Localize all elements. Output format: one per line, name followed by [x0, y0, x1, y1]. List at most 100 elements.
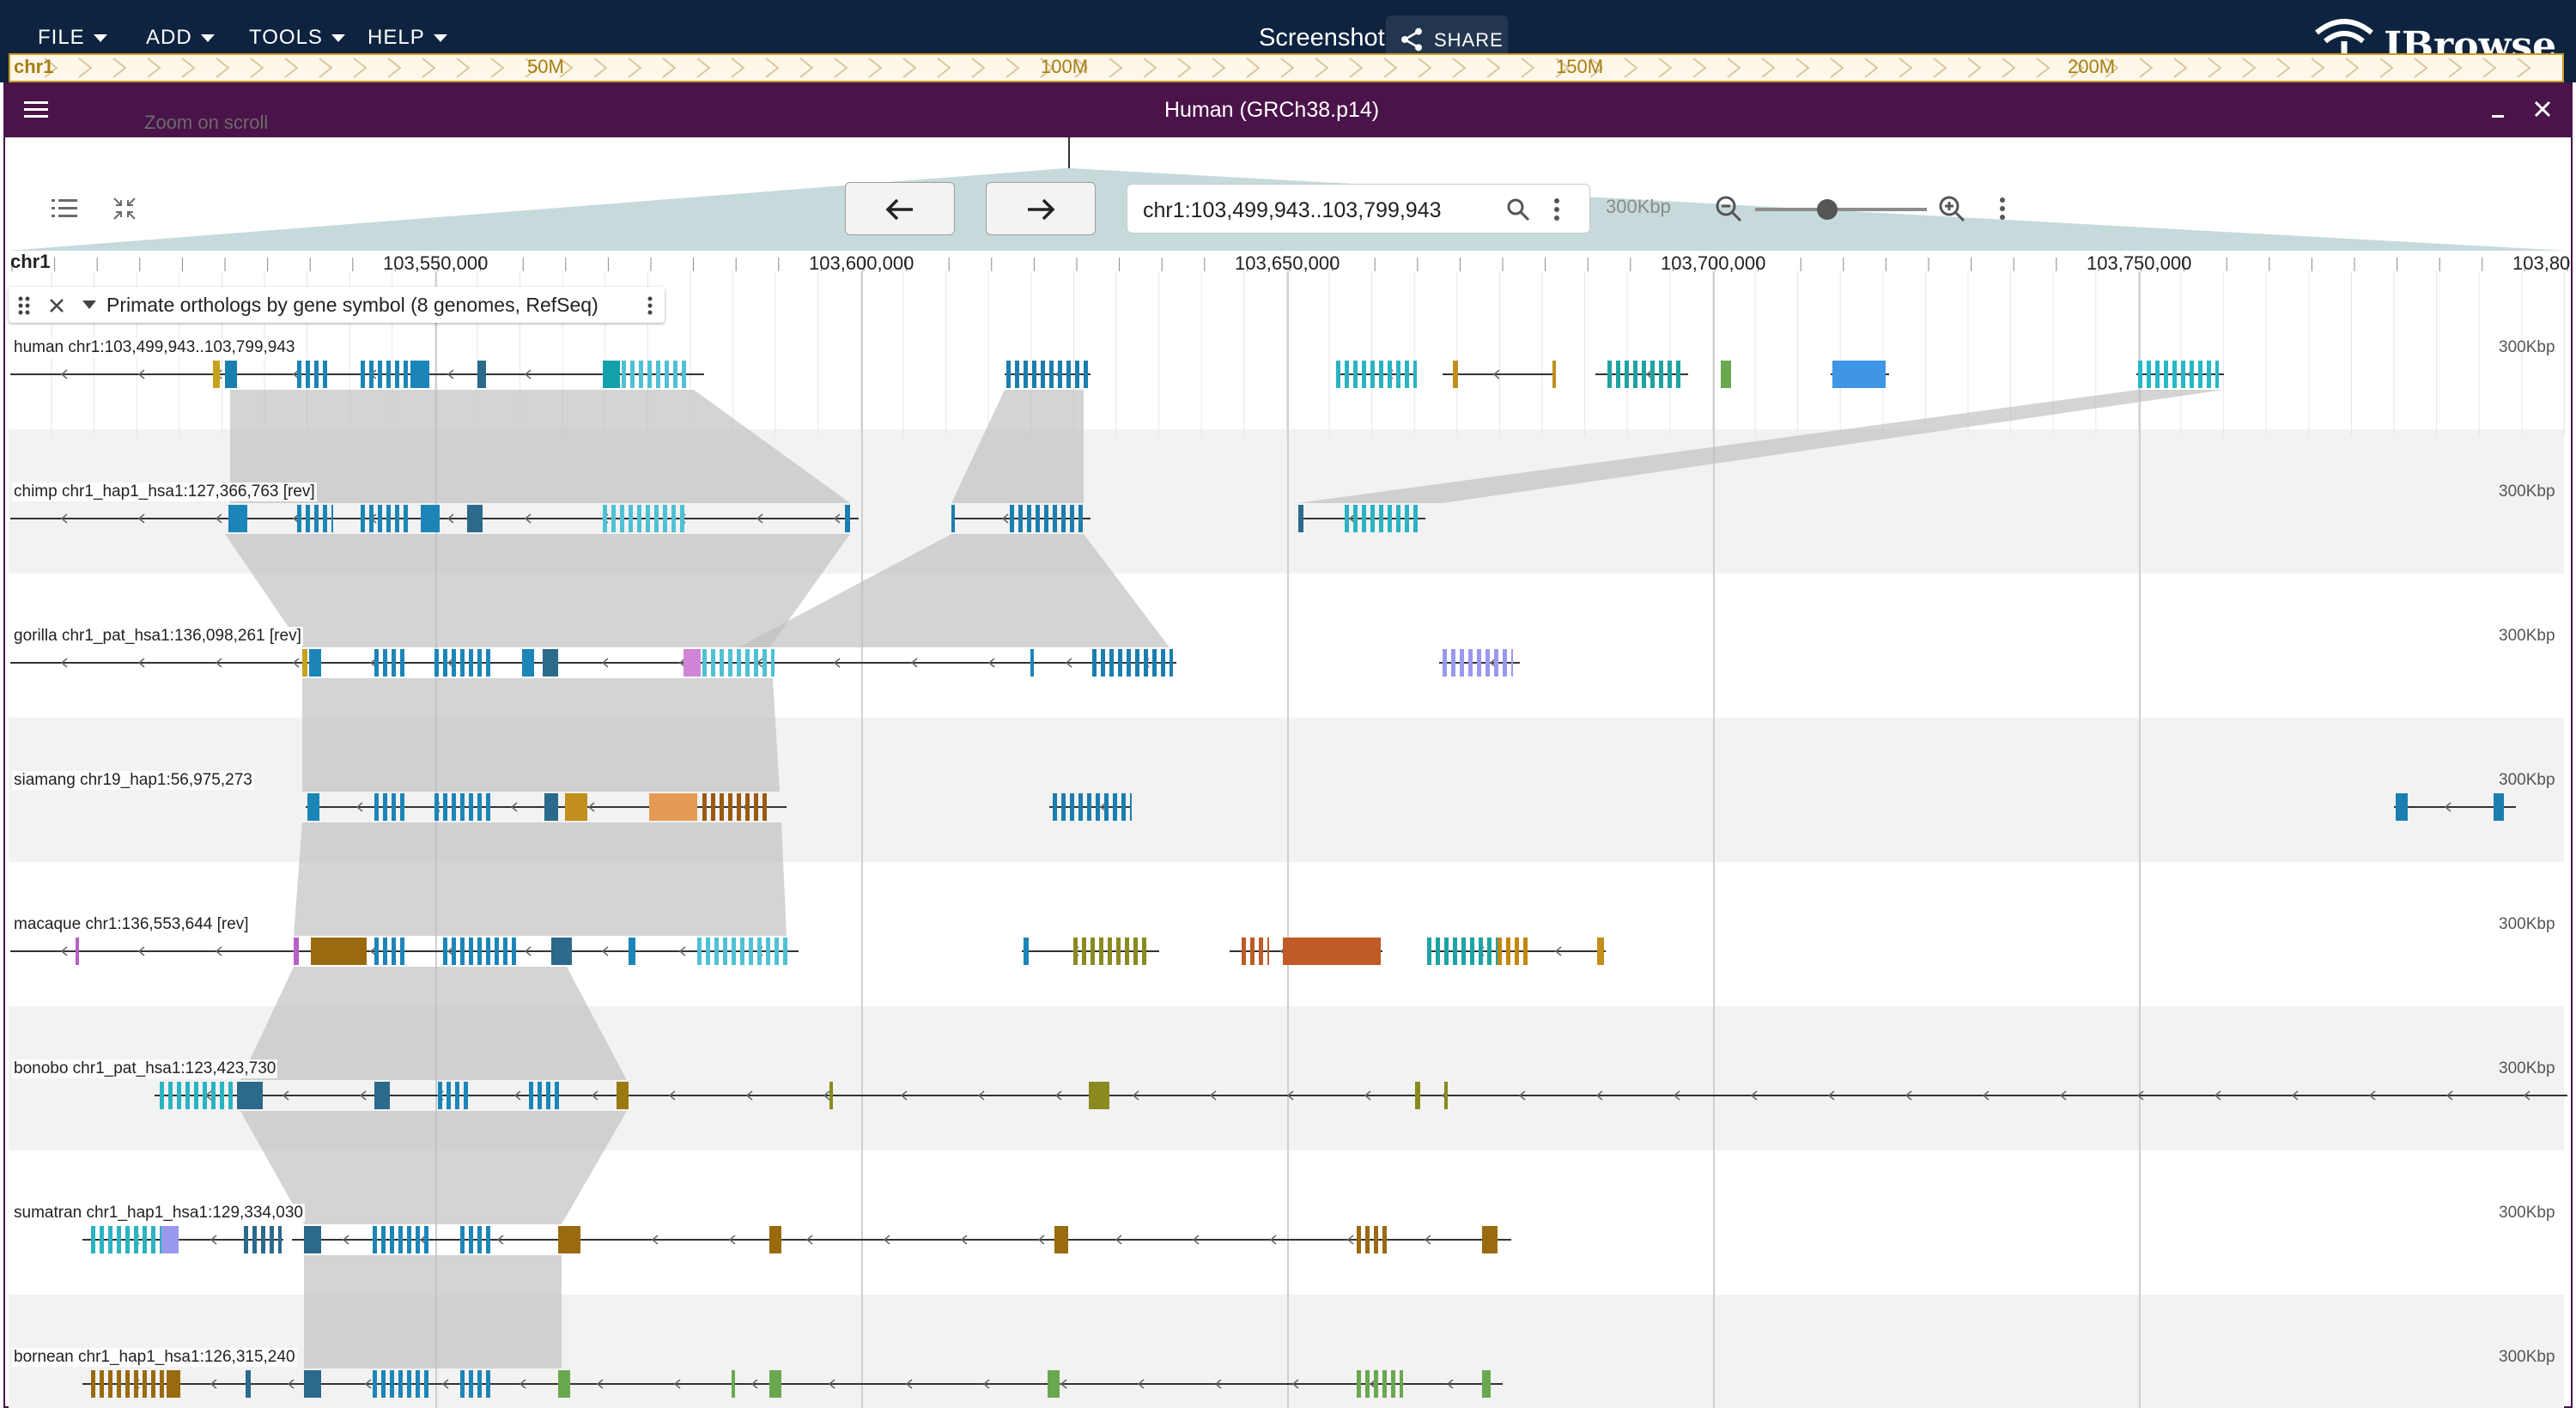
exon-feature[interactable] — [1668, 361, 1672, 388]
exon-feature[interactable] — [1633, 361, 1637, 388]
exon-feature[interactable] — [246, 1370, 251, 1398]
exon-feature[interactable] — [486, 1226, 490, 1253]
exon-feature[interactable] — [720, 793, 724, 821]
exon-feature[interactable] — [622, 361, 626, 388]
exon-feature[interactable] — [404, 505, 408, 532]
exon-feature[interactable] — [100, 1226, 104, 1253]
exon-feature[interactable] — [395, 505, 399, 532]
exon-feature[interactable] — [771, 649, 775, 677]
exon-feature[interactable] — [663, 505, 667, 532]
exon-feature[interactable] — [620, 505, 624, 532]
exon-feature[interactable] — [673, 361, 677, 388]
exon-feature[interactable] — [611, 505, 616, 532]
exon-feature[interactable] — [1070, 505, 1074, 532]
synteny-ribbon[interactable] — [558, 822, 787, 936]
exon-feature[interactable] — [294, 938, 299, 965]
exon-feature[interactable] — [1015, 361, 1019, 388]
exon-feature[interactable] — [309, 649, 321, 677]
exon-feature[interactable] — [720, 649, 724, 677]
exon-feature[interactable] — [617, 1082, 629, 1109]
close-track-icon[interactable] — [46, 295, 67, 316]
exon-feature[interactable] — [467, 505, 483, 532]
exon-feature[interactable] — [1298, 505, 1303, 532]
exon-feature[interactable] — [654, 505, 659, 532]
exon-feature[interactable] — [167, 1370, 180, 1398]
exon-feature[interactable] — [314, 505, 319, 532]
exon-feature[interactable] — [381, 1370, 386, 1398]
exon-feature[interactable] — [434, 649, 439, 677]
exon-feature[interactable] — [297, 361, 301, 388]
exon-feature[interactable] — [769, 1370, 781, 1398]
exon-feature[interactable] — [477, 938, 482, 965]
exon-feature[interactable] — [177, 1082, 181, 1109]
exon-feature[interactable] — [383, 793, 387, 821]
exon-feature[interactable] — [1010, 505, 1014, 532]
exon-feature[interactable] — [1382, 1370, 1387, 1398]
exon-feature[interactable] — [754, 793, 758, 821]
exon-feature[interactable] — [1460, 649, 1464, 677]
exon-feature[interactable] — [1170, 649, 1173, 677]
exon-feature[interactable] — [1108, 938, 1112, 965]
scroll-left-button[interactable] — [845, 182, 955, 235]
exon-feature[interactable] — [225, 361, 237, 388]
exon-feature[interactable] — [1391, 1370, 1395, 1398]
exon-feature[interactable] — [1515, 938, 1519, 965]
genome-row-label[interactable]: bornean chr1_hap1_hsa1:126,315,240 — [12, 1348, 297, 1367]
exon-feature[interactable] — [769, 1226, 781, 1253]
exon-feature[interactable] — [469, 649, 473, 677]
exon-feature[interactable] — [1027, 505, 1031, 532]
exon-feature[interactable] — [1443, 649, 1447, 677]
exon-feature[interactable] — [1144, 649, 1148, 677]
exon-feature[interactable] — [2215, 361, 2219, 388]
exon-feature[interactable] — [1552, 361, 1556, 388]
exon-feature[interactable] — [1405, 505, 1409, 532]
zoom-in-icon[interactable] — [1937, 194, 1966, 223]
exon-feature[interactable] — [1032, 361, 1036, 388]
exon-feature[interactable] — [1058, 361, 1062, 388]
exon-feature[interactable] — [1396, 505, 1400, 532]
exon-feature[interactable] — [538, 1082, 542, 1109]
genome-row-label[interactable]: human chr1:103,499,943..103,799,943 — [12, 338, 297, 357]
exon-feature[interactable] — [762, 793, 767, 821]
exon-feature[interactable] — [1444, 938, 1449, 965]
synteny-ribbon[interactable] — [230, 390, 850, 503]
exon-feature[interactable] — [1082, 938, 1086, 965]
exon-feature[interactable] — [2172, 361, 2177, 388]
exon-feature[interactable] — [469, 1370, 473, 1398]
exon-feature[interactable] — [603, 361, 620, 388]
exon-feature[interactable] — [270, 1226, 274, 1253]
exon-feature[interactable] — [646, 505, 650, 532]
exon-feature[interactable] — [477, 649, 482, 677]
exon-feature[interactable] — [424, 1226, 428, 1253]
genome-row-label[interactable]: chimp chr1_hap1_hsa1:127,366,763 [rev] — [12, 482, 317, 501]
exon-feature[interactable] — [416, 1226, 420, 1253]
exon-feature[interactable] — [543, 649, 558, 677]
exon-feature[interactable] — [443, 793, 447, 821]
exon-feature[interactable] — [455, 1082, 459, 1109]
exon-feature[interactable] — [1388, 361, 1392, 388]
exon-feature[interactable] — [711, 793, 715, 821]
exon-feature[interactable] — [373, 1370, 377, 1398]
exon-feature[interactable] — [1130, 793, 1132, 821]
exon-feature[interactable] — [2181, 361, 2185, 388]
synteny-ribbon[interactable] — [738, 534, 1170, 647]
exon-feature[interactable] — [546, 1082, 550, 1109]
exon-feature[interactable] — [400, 938, 404, 965]
exon-feature[interactable] — [762, 649, 767, 677]
exon-feature[interactable] — [477, 1370, 482, 1398]
exon-feature[interactable] — [452, 649, 456, 677]
exon-feature[interactable] — [1109, 649, 1114, 677]
exon-feature[interactable] — [1625, 361, 1629, 388]
exon-feature[interactable] — [1642, 361, 1646, 388]
exon-feature[interactable] — [100, 1370, 104, 1398]
exon-feature[interactable] — [1479, 938, 1483, 965]
exon-feature[interactable] — [1365, 1370, 1370, 1398]
exon-feature[interactable] — [1721, 361, 1731, 388]
exon-feature[interactable] — [1506, 938, 1510, 965]
exon-feature[interactable] — [452, 938, 456, 965]
exon-feature[interactable] — [1453, 361, 1458, 388]
exon-feature[interactable] — [1362, 361, 1366, 388]
exon-feature[interactable] — [304, 1370, 321, 1398]
zoom-on-scroll-icon[interactable] — [112, 196, 137, 222]
exon-feature[interactable] — [1607, 361, 1612, 388]
